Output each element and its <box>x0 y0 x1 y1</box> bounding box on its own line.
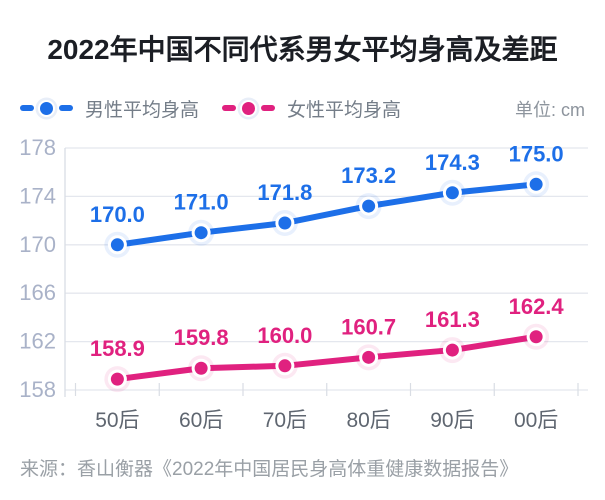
data-point-value-label: 174.3 <box>425 150 480 175</box>
data-point-value-label: 170.0 <box>90 202 145 227</box>
legend-label-male: 男性平均身高 <box>85 99 200 121</box>
series-line-male <box>114 181 540 248</box>
data-point-marker <box>529 330 543 344</box>
legend-item-male[interactable]: 男性平均身高 <box>20 93 199 123</box>
y-axis-tick-label: 174 <box>19 183 56 208</box>
data-point-marker <box>278 359 292 373</box>
data-point-value-label: 159.8 <box>174 325 229 350</box>
data-point-value-label: 171.8 <box>257 180 312 205</box>
legend: 男性平均身高 女性平均身高 单位: cm <box>0 93 605 123</box>
y-axis-tick-label: 162 <box>19 329 56 354</box>
data-point-marker <box>362 350 376 364</box>
y-axis-tick-label: 166 <box>19 280 56 305</box>
data-point-marker <box>194 361 208 375</box>
unit-label: 单位: cm <box>515 100 585 120</box>
x-axis-category-label: 90后 <box>430 409 474 432</box>
legend-item-female[interactable]: 女性平均身高 <box>222 93 401 123</box>
data-point-marker <box>194 226 208 240</box>
data-point-marker <box>278 216 292 230</box>
data-point-marker <box>445 186 459 200</box>
y-axis-tick-label: 178 <box>19 135 56 160</box>
male-dot-icon <box>38 99 55 117</box>
male-dash-icon <box>59 105 73 111</box>
female-dash-icon <box>261 105 275 111</box>
data-point-marker <box>110 372 124 386</box>
x-axis-category-label: 50后 <box>95 409 139 432</box>
data-point-value-label: 173.2 <box>341 163 396 188</box>
x-axis-category-label: 60后 <box>179 409 223 432</box>
male-line-marker-icon <box>20 99 73 117</box>
source-note: 来源：香山衡器《2022年中国居民身高体重健康数据报告》 <box>20 459 519 480</box>
data-point-value-label: 175.0 <box>509 141 564 166</box>
female-dash-icon <box>222 105 236 111</box>
male-dash-icon <box>20 105 34 111</box>
page-title: 2022年中国不同代系男女平均身高及差距 <box>47 34 558 65</box>
x-axis-category-label: 00后 <box>514 409 558 432</box>
data-point-value-label: 171.0 <box>174 190 229 215</box>
data-point-marker <box>445 343 459 357</box>
series-line-female <box>114 333 540 383</box>
x-axis-category-label: 70后 <box>263 409 307 432</box>
data-point-value-label: 160.7 <box>341 314 396 339</box>
y-axis-tick-label: 158 <box>19 377 56 402</box>
female-line-marker-icon <box>222 99 275 117</box>
data-point-marker <box>362 199 376 213</box>
data-point-value-label: 160.0 <box>257 323 312 348</box>
legend-label-female: 女性平均身高 <box>287 99 402 121</box>
x-axis-category-label: 80后 <box>346 409 390 432</box>
data-point-value-label: 158.9 <box>90 336 145 361</box>
data-point-marker <box>110 238 124 252</box>
data-point-value-label: 162.4 <box>509 294 565 319</box>
female-dot-icon <box>240 99 257 117</box>
y-axis-tick-label: 170 <box>19 232 56 257</box>
data-point-marker <box>529 177 543 191</box>
data-point-value-label: 161.3 <box>425 307 480 332</box>
